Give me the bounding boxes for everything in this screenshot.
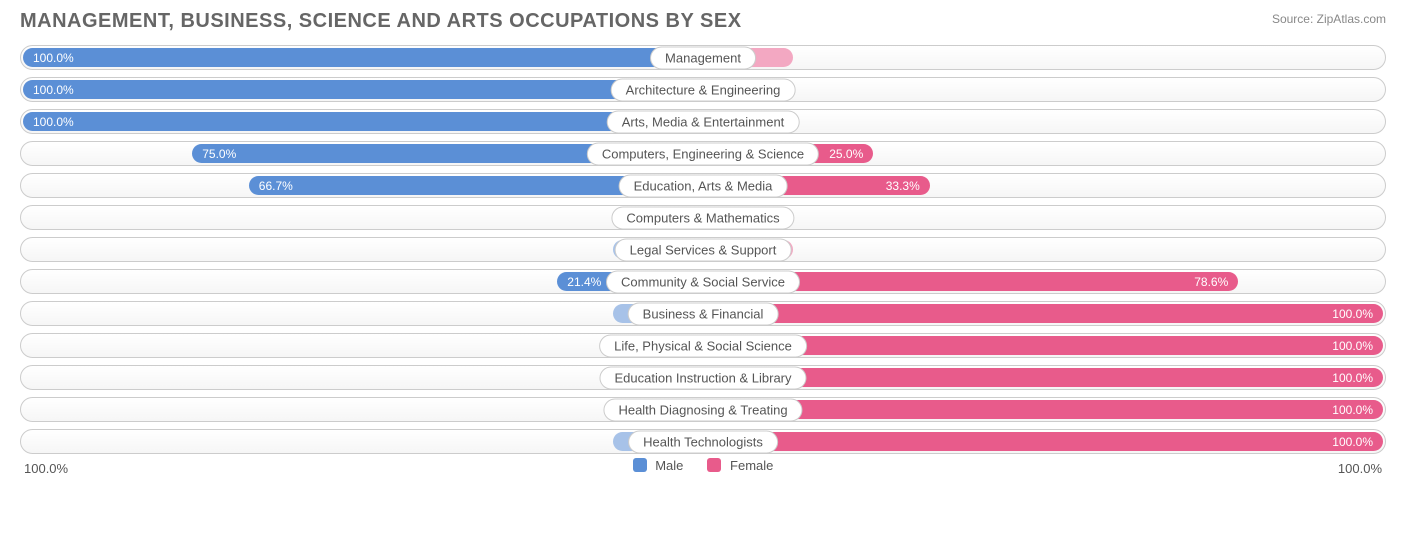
row-track: 100.0%Business & Financial	[20, 301, 1386, 326]
category-label: Management	[650, 46, 756, 69]
chart-title: MANAGEMENT, BUSINESS, SCIENCE AND ARTS O…	[20, 10, 742, 33]
chart-header: MANAGEMENT, BUSINESS, SCIENCE AND ARTS O…	[20, 10, 1386, 33]
row-track: Computers & Mathematics	[20, 205, 1386, 230]
category-label: Life, Physical & Social Science	[599, 334, 807, 357]
chart-row: 0.0%100.0%Architecture & Engineering	[20, 77, 1386, 102]
row-track: 100.0%Arts, Media & Entertainment	[20, 109, 1386, 134]
diverging-bar-chart: 0.0%100.0%Management 0.0%100.0%Architectu…	[20, 45, 1386, 454]
bar-female: 100.0%	[703, 400, 1383, 419]
category-label: Architecture & Engineering	[611, 78, 796, 101]
chart-row: 0.0%100.0%Business & Financial	[20, 301, 1386, 326]
row-track: 100.0%Architecture & Engineering	[20, 77, 1386, 102]
legend-item-female: Female	[707, 458, 773, 473]
axis-right-label: 100.0%	[1338, 461, 1382, 476]
category-label: Legal Services & Support	[615, 238, 792, 261]
chart-row: 21.4%78.6%Community & Social Service	[20, 269, 1386, 294]
chart-row: 0.0%100.0%Education Instruction & Librar…	[20, 365, 1386, 390]
chart-row: 0.0%0.0%Legal Services & Support	[20, 237, 1386, 262]
row-track: 100.0%Health Technologists	[20, 429, 1386, 454]
chart-row: 0.0%100.0%Health Diagnosing & Treating	[20, 397, 1386, 422]
bar-female: 100.0%	[703, 304, 1383, 323]
source-prefix: Source:	[1272, 12, 1313, 26]
category-label: Business & Financial	[628, 302, 779, 325]
chart-row: 0.0%0.0%Computers & Mathematics	[20, 205, 1386, 230]
category-label: Computers & Mathematics	[611, 206, 794, 229]
row-track: 66.7%33.3%Education, Arts & Media	[20, 173, 1386, 198]
chart-row: 66.7%33.3%Education, Arts & Media	[20, 173, 1386, 198]
row-track: 100.0%Education Instruction & Library	[20, 365, 1386, 390]
chart-row: 0.0%100.0%Arts, Media & Entertainment	[20, 109, 1386, 134]
legend-swatch-female	[707, 458, 721, 472]
row-track: Legal Services & Support	[20, 237, 1386, 262]
source-name: ZipAtlas.com	[1317, 12, 1386, 26]
chart-row: 0.0%100.0%Management	[20, 45, 1386, 70]
category-label: Education, Arts & Media	[619, 174, 788, 197]
bar-male: 100.0%	[23, 48, 703, 67]
bar-male: 100.0%	[23, 80, 703, 99]
row-track: 75.0%25.0%Computers, Engineering & Scien…	[20, 141, 1386, 166]
row-track: 100.0%Life, Physical & Social Science	[20, 333, 1386, 358]
source-attribution: Source: ZipAtlas.com	[1272, 10, 1386, 26]
axis-left-label: 100.0%	[24, 461, 68, 476]
bar-male: 100.0%	[23, 112, 703, 131]
chart-row: 0.0%100.0%Health Technologists	[20, 429, 1386, 454]
legend-label-male: Male	[655, 458, 683, 473]
category-label: Health Technologists	[628, 430, 778, 453]
chart-row: 75.0%25.0%Computers, Engineering & Scien…	[20, 141, 1386, 166]
legend-swatch-male	[633, 458, 647, 472]
category-label: Community & Social Service	[606, 270, 800, 293]
category-label: Health Diagnosing & Treating	[603, 398, 802, 421]
legend-label-female: Female	[730, 458, 773, 473]
legend-item-male: Male	[633, 458, 684, 473]
row-track: 100.0%Health Diagnosing & Treating	[20, 397, 1386, 422]
category-label: Arts, Media & Entertainment	[607, 110, 800, 133]
row-track: 21.4%78.6%Community & Social Service	[20, 269, 1386, 294]
bar-female: 100.0%	[703, 432, 1383, 451]
row-track: 100.0%Management	[20, 45, 1386, 70]
category-label: Education Instruction & Library	[599, 366, 806, 389]
category-label: Computers, Engineering & Science	[587, 142, 819, 165]
legend: Male Female	[20, 458, 1386, 473]
chart-row: 0.0%100.0%Life, Physical & Social Scienc…	[20, 333, 1386, 358]
